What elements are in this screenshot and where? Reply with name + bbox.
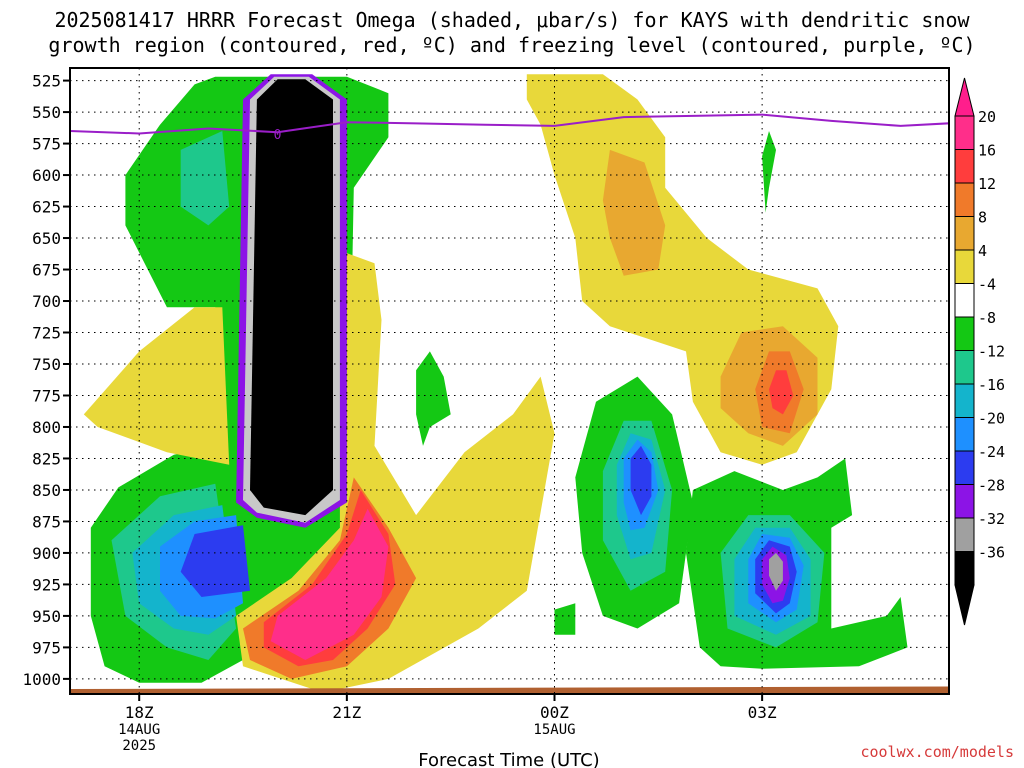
omega-shaded-field [70,74,949,694]
colorbar-swatch [954,316,975,351]
colorbar-label: 4 [978,242,987,260]
grid-lines [70,68,949,694]
colorbar-swatch [954,383,975,418]
omega-black-core [250,79,333,516]
y-tick-label: 650 [32,229,61,248]
y-tick-label: 825 [32,449,61,468]
colorbar-swatch [954,417,975,452]
colorbar-label: 16 [978,142,996,160]
omega-yellow-left [83,307,230,465]
y-tick-label: 625 [32,198,61,217]
colorbar-label: -20 [978,410,1005,428]
colorbar-swatch [954,283,975,318]
omega-green-blob1 [416,351,451,446]
omega-teal-upper [180,131,230,226]
colorbar-swatch [954,551,975,586]
x-tick-label: 21Z [332,703,361,722]
colorbar-legend: 20 16 12 8 4 -4 -8 -12 -16 -20 -24 -28 -32 -36 [954,77,1005,626]
colorbar-bottom-arrow [954,584,975,626]
colorbar-swatch [954,350,975,385]
x-tick-label: 03Z [748,703,777,722]
colorbar-label: -28 [978,477,1005,495]
omega-magenta-max [270,508,389,660]
colorbar-swatch [954,115,975,150]
y-tick-label: 850 [32,481,61,500]
y-tick-label: 900 [32,544,61,563]
y-tick-label: 750 [32,355,61,374]
ground-strip [70,686,949,694]
omega-green-blob3 [554,603,576,635]
x-tick-label: 15AUG [533,722,575,738]
colorbar-label: -8 [978,309,996,327]
colorbar-label: -4 [978,276,996,294]
x-tick-label: 00Z [540,703,569,722]
omega-orange-upper [602,149,666,276]
freezing-level-label: 0 [274,128,282,143]
x-axis-label: Forecast Time (UTC) [418,750,599,768]
colorbar-swatch [954,517,975,552]
y-tick-label: 550 [32,103,61,122]
y-tick-label: 875 [32,512,61,531]
plot-frame [69,67,950,695]
colorbar-swatch [954,149,975,184]
y-tick-label: 950 [32,607,61,626]
colorbar-label: -12 [978,343,1005,361]
colorbar-label: -32 [978,510,1005,528]
colorbar-label: 20 [978,108,996,126]
y-axis-ticks: 525 550 575 600 625 650 675 700 725 750 775 800 825 8… [22,72,70,689]
colorbar-swatch [954,216,975,251]
y-tick-label: 600 [32,166,61,185]
x-tick-label: 14AUG [118,722,160,738]
colorbar-label: -24 [978,443,1005,461]
freezing-level-line [70,113,949,135]
colorbar-label: 8 [978,209,987,227]
y-tick-label: 1000 [22,670,61,689]
colorbar-top-arrow [954,77,975,117]
y-tick-label: 800 [32,418,61,437]
y-tick-label: 700 [32,292,61,311]
colorbar-swatch [954,484,975,519]
omega-gray-cell2 [769,552,783,591]
credit-text: coolwx.com/models [860,743,1014,761]
colorbar-label: -16 [978,376,1005,394]
chart-title-line2: growth region (contoured, red, ºC) and f… [48,33,976,57]
colorbar-label: -36 [978,544,1005,562]
y-tick-label: 525 [32,72,61,91]
colorbar-label: 12 [978,175,996,193]
x-tick-label: 18Z [125,703,154,722]
y-tick-label: 575 [32,135,61,154]
colorbar-swatch [954,249,975,284]
chart-title-line1: 2025081417 HRRR Forecast Omega (shaded, … [54,8,970,32]
colorbar-swatch [954,182,975,217]
colorbar-swatch [954,450,975,485]
x-tick-label: 2025 [122,738,156,754]
freezing-level-contour: 0 [70,113,949,143]
y-tick-label: 675 [32,261,61,280]
omega-red-mid [769,370,794,415]
y-tick-label: 925 [32,575,61,594]
omega-deepblue-cell1 [630,445,652,516]
y-tick-label: 725 [32,324,61,343]
y-tick-label: 775 [32,386,61,405]
omega-green-blob2 [762,131,776,213]
y-tick-label: 975 [32,638,61,657]
omega-deepblue-lower [180,525,250,597]
